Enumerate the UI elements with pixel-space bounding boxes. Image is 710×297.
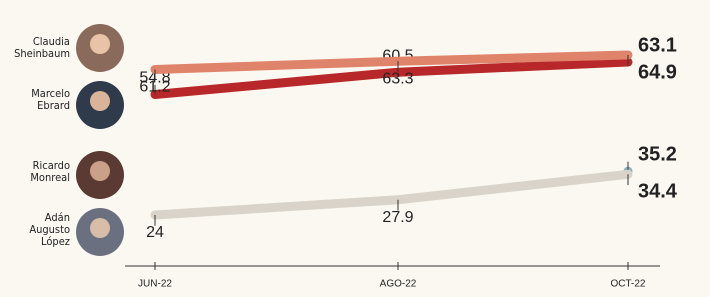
photo-face [90, 91, 110, 111]
photo-face [90, 161, 110, 181]
value-label: 35.2 [638, 143, 677, 165]
value-label: 34.4 [638, 181, 678, 203]
value-label: 61.2 [139, 79, 170, 96]
value-label: 64.9 [638, 61, 677, 83]
photo-face [90, 34, 110, 54]
chart: JUN-22AGO-22OCT-22ClaudiaSheinbaum54.860… [0, 0, 710, 297]
x-tick-label: OCT-22 [610, 279, 645, 290]
value-label: 63.1 [638, 34, 677, 56]
value-label: 27.9 [382, 209, 413, 226]
value-label: 63.3 [382, 70, 413, 87]
value-label: 24 [146, 224, 164, 241]
x-tick-label: JUN-22 [138, 279, 172, 290]
x-tick-label: AGO-22 [380, 279, 417, 290]
photo-face [90, 218, 110, 238]
